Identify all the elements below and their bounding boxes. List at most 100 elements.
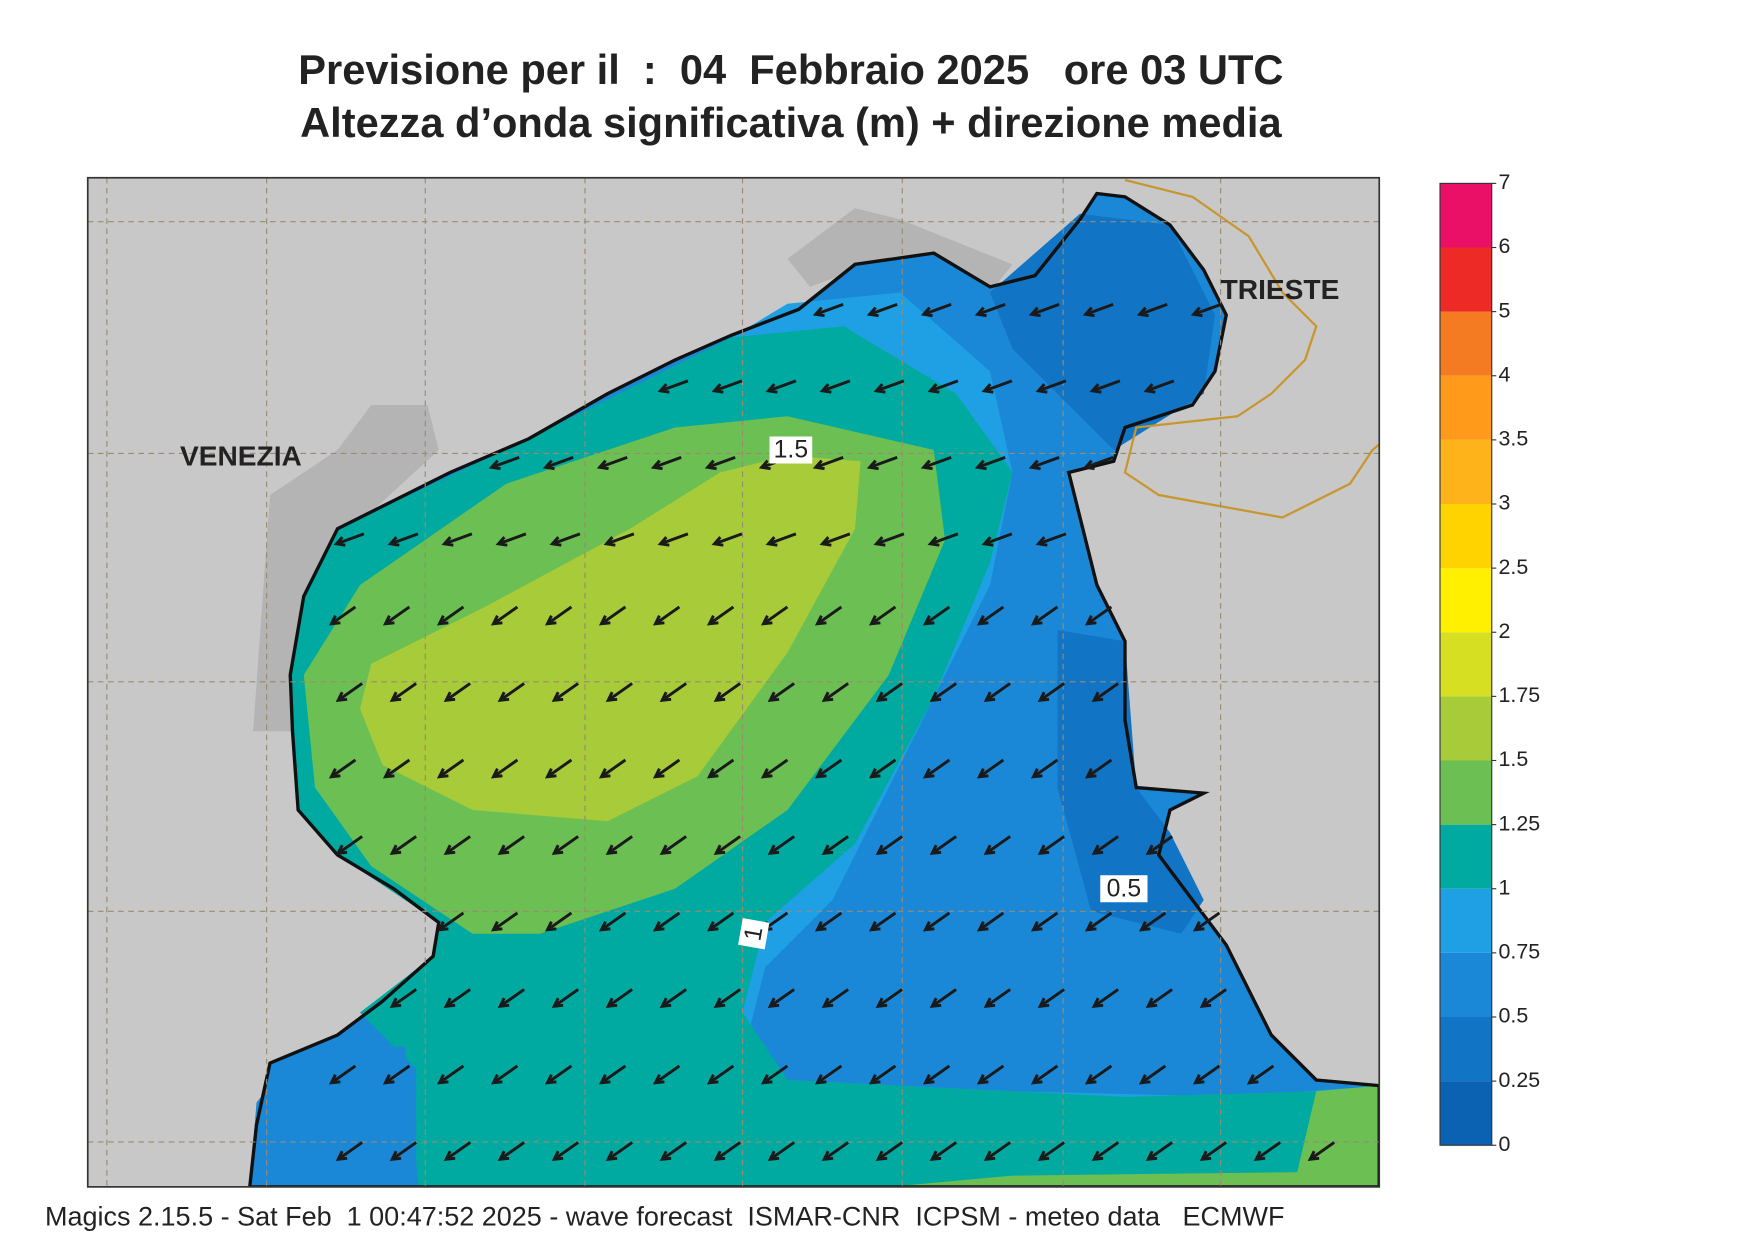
arrow — [605, 682, 633, 703]
colorbar: 0 0.25 0.5 0.75 1 1.25 1.5 1.75 2 2.5 3 3.5 4 5 6 7 — [1439, 170, 1541, 1156]
colorbar-tick-label: 1.5 — [1499, 747, 1529, 771]
colorbar-frame — [1439, 182, 1493, 1146]
arrow — [544, 1064, 573, 1085]
subtitle: Altezza d’onda significativa (m) + direz… — [300, 99, 1282, 146]
colorbar-band — [1440, 632, 1492, 697]
arrow — [1035, 532, 1067, 547]
arrow — [1084, 605, 1113, 626]
arrow — [551, 988, 579, 1009]
colorbar-band — [1440, 1081, 1492, 1146]
arrow — [1030, 1064, 1059, 1085]
colorbar-band — [1440, 568, 1492, 633]
arrow — [598, 758, 627, 779]
arrow — [443, 1141, 471, 1162]
arrow — [335, 835, 363, 856]
arrow — [389, 1141, 417, 1162]
arrow — [814, 911, 843, 932]
wave-direction — [328, 302, 1335, 1162]
arrow — [490, 911, 519, 932]
arrow — [713, 835, 741, 856]
arrow — [983, 835, 1011, 856]
arrow — [812, 302, 844, 318]
band — [1057, 630, 1204, 934]
colorbar-band — [1440, 375, 1492, 440]
arrow — [868, 605, 897, 626]
colorbar-band — [1440, 504, 1492, 569]
arrow — [767, 682, 795, 703]
colorbar-band — [1440, 888, 1492, 953]
arrow — [767, 988, 795, 1009]
arrow — [706, 605, 735, 626]
arrow — [333, 532, 365, 547]
arrow — [652, 1064, 681, 1085]
arrow — [1199, 1141, 1227, 1162]
arrow — [866, 302, 898, 318]
colorbar-band — [1440, 760, 1492, 825]
colorbar-tick-label: 2.5 — [1499, 555, 1529, 579]
arrow — [1199, 988, 1227, 1009]
colorbar-tick-label: 1.25 — [1499, 811, 1541, 835]
arrow — [497, 1141, 525, 1162]
arrow — [1253, 1141, 1281, 1162]
band — [360, 455, 861, 822]
arrow — [443, 835, 471, 856]
map-frame — [86, 176, 1381, 1188]
arrow — [704, 455, 736, 471]
arrow — [497, 682, 525, 703]
arrow — [922, 911, 951, 932]
arrow — [490, 1064, 519, 1085]
arrow — [1030, 911, 1059, 932]
arrow — [1089, 379, 1121, 394]
colorbar-band — [1440, 696, 1492, 761]
arrow — [929, 988, 957, 1009]
arrow — [659, 1141, 687, 1162]
colorbar-tick-label: 6 — [1499, 234, 1511, 258]
arrow — [652, 605, 681, 626]
arrow — [436, 911, 465, 932]
arrow — [875, 682, 903, 703]
arrow — [544, 605, 573, 626]
colorbar-tick-label: 7 — [1499, 170, 1511, 194]
arrow — [765, 379, 797, 394]
arrow — [443, 682, 471, 703]
arrow — [497, 988, 525, 1009]
arrow — [976, 1064, 1005, 1085]
graticule — [87, 177, 1380, 1187]
arrow — [490, 605, 519, 626]
arrow — [1030, 605, 1059, 626]
land-shade — [253, 405, 439, 732]
footer: Magics 2.15.5 - Sat Feb 1 00:47:52 2025 … — [45, 1202, 1284, 1232]
arrow — [767, 1141, 795, 1162]
colorbar-band — [1440, 247, 1492, 312]
contour-label-text: 0.5 — [1107, 875, 1141, 902]
arrow — [983, 988, 1011, 1009]
arrow — [819, 379, 851, 394]
colorbar-tick-label: 1.75 — [1499, 683, 1541, 707]
arrow — [713, 988, 741, 1009]
place-label: VENEZIA — [180, 440, 302, 471]
arrow — [652, 758, 681, 779]
arrow — [711, 532, 743, 547]
arrow — [821, 988, 849, 1009]
arrow — [1145, 988, 1173, 1009]
arrow — [875, 988, 903, 1009]
arrow — [1037, 682, 1065, 703]
arrow — [382, 605, 411, 626]
arrow — [983, 1141, 1011, 1162]
arrow — [976, 911, 1005, 932]
arrow — [596, 455, 628, 471]
arrow — [605, 835, 633, 856]
arrow — [389, 988, 417, 1009]
arrow — [981, 379, 1013, 394]
arrow — [335, 682, 363, 703]
arrow — [1037, 1141, 1065, 1162]
arrow — [436, 1064, 465, 1085]
arrow — [549, 532, 581, 547]
arrow — [866, 455, 898, 471]
arrow — [551, 682, 579, 703]
arrow — [544, 758, 573, 779]
colorbar-tick-label: 4 — [1499, 362, 1511, 386]
title: Previsione per il : 04 Febbraio 2025 ore… — [298, 46, 1283, 93]
arrow — [659, 682, 687, 703]
